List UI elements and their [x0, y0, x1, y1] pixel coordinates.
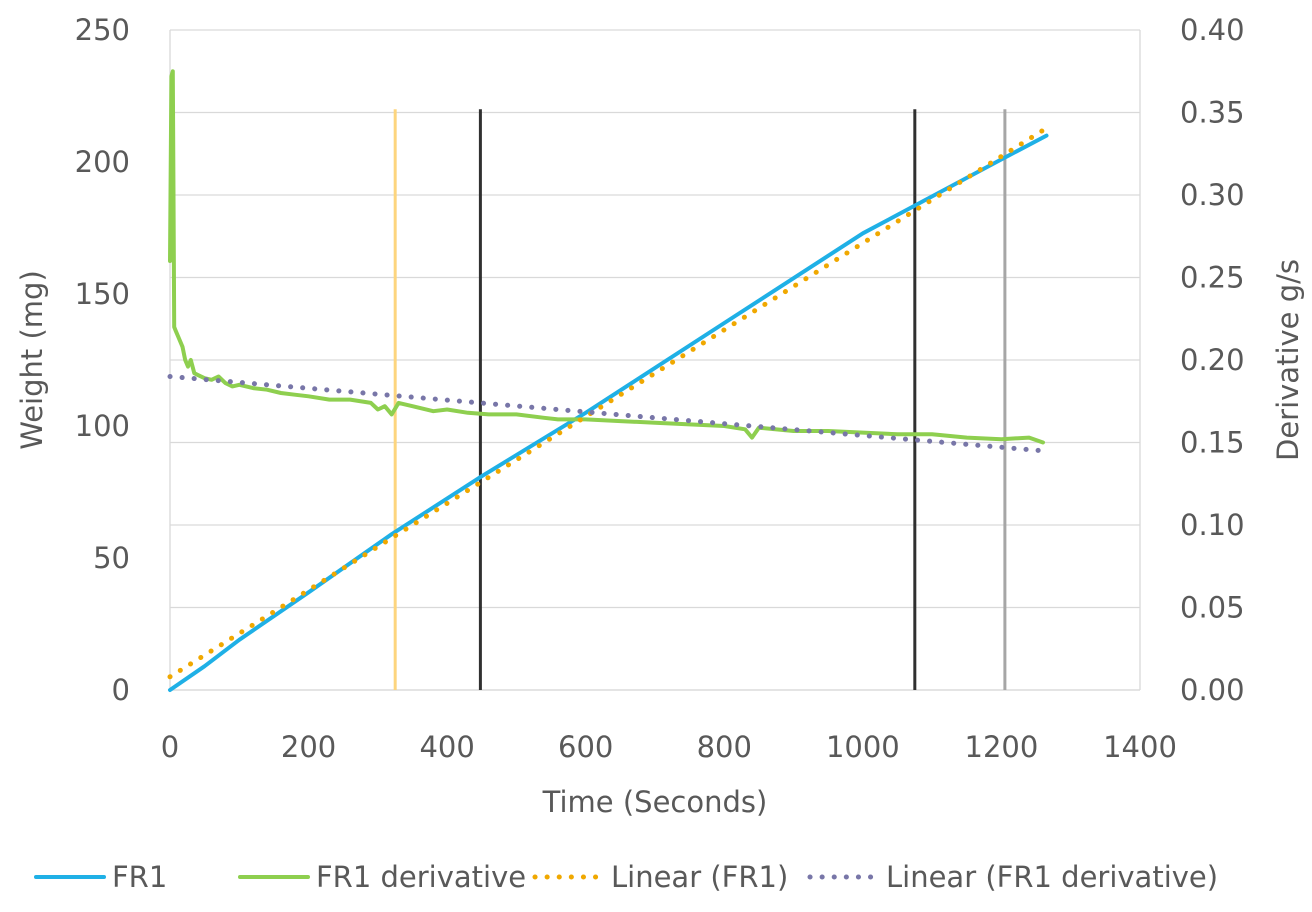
x-tick-labels: 0 200 400 600 800 1000 1200 1400 — [161, 730, 1177, 764]
legend: FR1 FR1 derivative Linear (FR1) Linear (FR1… — [34, 860, 1218, 894]
y-tick-100: 100 — [75, 409, 130, 443]
vertical-markers — [393, 109, 1007, 690]
y2-tick-0.00: 0.00 — [1180, 673, 1245, 707]
y2-tick-0.20: 0.20 — [1180, 343, 1245, 377]
x-tick-400: 400 — [419, 730, 474, 764]
x-tick-1000: 1000 — [826, 730, 900, 764]
x-tick-0: 0 — [161, 730, 179, 764]
y-tick-250: 250 — [75, 13, 130, 47]
series-line-0 — [168, 133, 1049, 692]
y-tick-0: 0 — [112, 673, 130, 707]
legend-label-3: Linear (FR1 derivative) — [886, 860, 1218, 894]
y2-tick-labels: 0.00 0.05 0.10 0.15 0.20 0.25 0.30 0.35 0.40 — [1180, 13, 1245, 707]
y-tick-labels: 0 50 100 150 200 250 — [75, 13, 130, 707]
x-tick-200: 200 — [281, 730, 336, 764]
y2-tick-0.25: 0.25 — [1180, 261, 1245, 295]
gridlines — [170, 29, 1140, 691]
x-tick-800: 800 — [697, 730, 752, 764]
y2-axis-title: Derivative g/s — [1271, 259, 1305, 461]
series-line-3 — [167, 374, 1046, 454]
series-line-1 — [168, 69, 1045, 445]
y2-tick-0.10: 0.10 — [1180, 508, 1245, 542]
y2-tick-0.35: 0.35 — [1180, 96, 1245, 130]
x-tick-600: 600 — [558, 730, 613, 764]
x-axis-title: Time (Seconds) — [542, 785, 768, 819]
legend-label-1: FR1 derivative — [316, 860, 526, 894]
series-lines — [167, 69, 1049, 692]
legend-label-0: FR1 — [112, 860, 167, 894]
series-line-2 — [167, 127, 1046, 680]
y2-tick-0.15: 0.15 — [1180, 426, 1245, 460]
y2-tick-0.05: 0.05 — [1180, 591, 1245, 625]
legend-label-2: Linear (FR1) — [611, 860, 788, 894]
y2-tick-0.30: 0.30 — [1180, 178, 1245, 212]
y-tick-50: 50 — [93, 541, 130, 575]
x-tick-1200: 1200 — [965, 730, 1039, 764]
y-tick-150: 150 — [75, 277, 130, 311]
x-tick-1400: 1400 — [1103, 730, 1177, 764]
y-axis-title: Weight (mg) — [15, 270, 49, 450]
y2-tick-0.40: 0.40 — [1180, 13, 1245, 47]
y-tick-200: 200 — [75, 145, 130, 179]
